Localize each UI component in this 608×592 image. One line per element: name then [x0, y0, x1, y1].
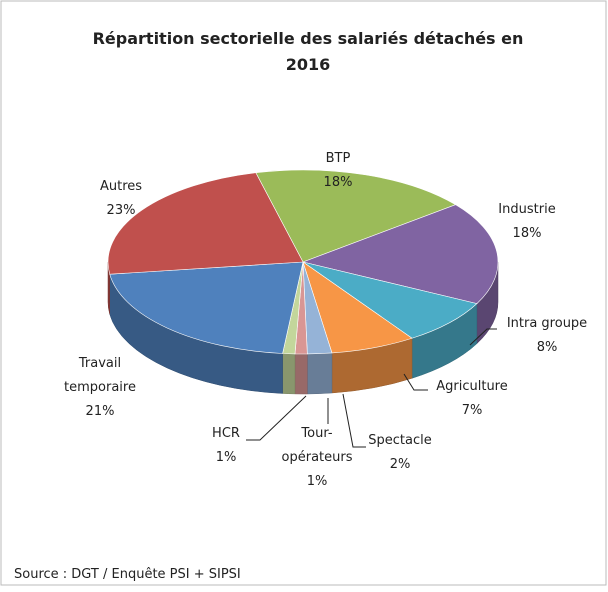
slice-label: Intra groupe — [507, 316, 587, 331]
leader-line — [403, 373, 428, 391]
leader-line — [246, 395, 307, 441]
value-label: 7% — [462, 403, 483, 418]
source-note: Source : DGT / Enquête PSI + SIPSI — [14, 567, 241, 582]
leader-line — [469, 328, 497, 346]
value-label: 18% — [324, 175, 353, 190]
slice-label: Travail temporaire — [64, 356, 136, 395]
slice — [255, 169, 457, 263]
value-label: 23% — [107, 203, 136, 218]
pie-tops — [107, 169, 499, 355]
value-label: 1% — [307, 474, 328, 489]
chart-title: Répartition sectorielle des salariés dét… — [93, 29, 524, 74]
slice — [301, 204, 499, 304]
slice-label: HCR — [212, 426, 240, 441]
slice-label: Autres — [100, 179, 142, 194]
slice-side — [307, 352, 333, 395]
slice-label: Industrie — [498, 202, 555, 217]
slice-label: BTP — [326, 151, 351, 166]
value-label: 2% — [390, 457, 411, 472]
slice — [109, 261, 304, 354]
slice-label: Agriculture — [436, 379, 508, 394]
value-label: 18% — [513, 226, 542, 241]
value-label: 8% — [537, 340, 558, 355]
leader-line — [342, 393, 366, 448]
slice-side — [282, 353, 296, 395]
slice-label: Tour-opérateurs — [282, 426, 353, 465]
slice-side — [294, 353, 308, 395]
slice-label: Spectacle — [368, 433, 431, 448]
slice — [302, 261, 478, 339]
value-label: 21% — [86, 404, 115, 419]
slice — [107, 172, 304, 275]
value-label: 1% — [216, 450, 237, 465]
